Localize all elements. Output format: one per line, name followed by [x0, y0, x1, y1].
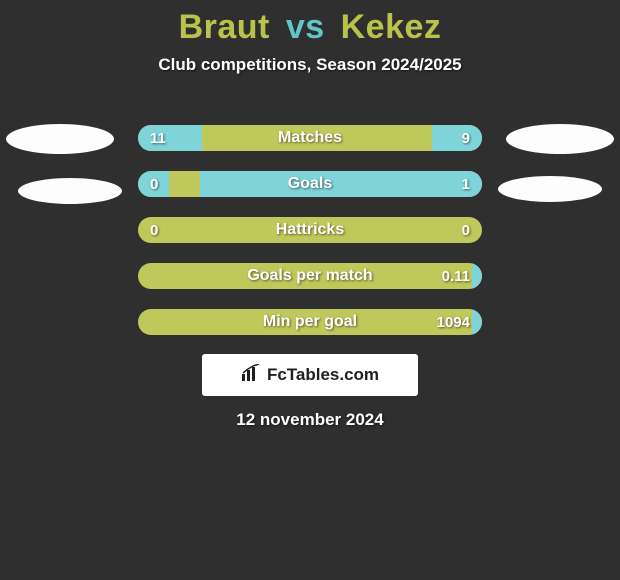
stat-row: Matches119	[138, 125, 482, 151]
brand-text: FcTables.com	[267, 365, 379, 385]
stat-value-right: 0.11	[442, 263, 470, 289]
stat-label: Hattricks	[138, 217, 482, 243]
comparison-infographic: Braut vs Kekez Club competitions, Season…	[0, 0, 620, 580]
stat-fill-right	[472, 263, 482, 289]
page-title: Braut vs Kekez	[0, 0, 620, 47]
player2-avatar-placeholder	[506, 124, 614, 154]
chart-icon	[241, 364, 263, 387]
stat-fill-right	[472, 309, 482, 335]
stat-value-left: 0	[150, 217, 158, 243]
stat-fill-right	[432, 125, 482, 151]
player2-name: Kekez	[341, 8, 442, 46]
vs-label: vs	[286, 8, 325, 46]
player1-avatar-placeholder	[6, 124, 114, 154]
stat-value-right: 1094	[437, 309, 470, 335]
player1-avatar-placeholder-2	[18, 178, 122, 204]
stat-row: Hattricks0 0	[138, 217, 482, 243]
stat-row: Goals01	[138, 171, 482, 197]
stat-label: Min per goal	[138, 309, 482, 335]
player1-name: Braut	[179, 8, 270, 46]
stat-value-right: 0	[462, 217, 470, 243]
stat-fill-left	[138, 125, 202, 151]
stat-row: Min per goal1094	[138, 309, 482, 335]
stat-label: Goals per match	[138, 263, 482, 289]
stat-fill-right	[200, 171, 482, 197]
brand-badge: FcTables.com	[202, 354, 418, 396]
player2-avatar-placeholder-2	[498, 176, 602, 202]
stat-row: Goals per match0.11	[138, 263, 482, 289]
stat-fill-left	[138, 171, 169, 197]
subtitle: Club competitions, Season 2024/2025	[0, 55, 620, 75]
date-label: 12 november 2024	[0, 410, 620, 430]
stats-bars: Matches119 Goals01 Hattricks0 0 Goals per ma…	[138, 125, 482, 355]
